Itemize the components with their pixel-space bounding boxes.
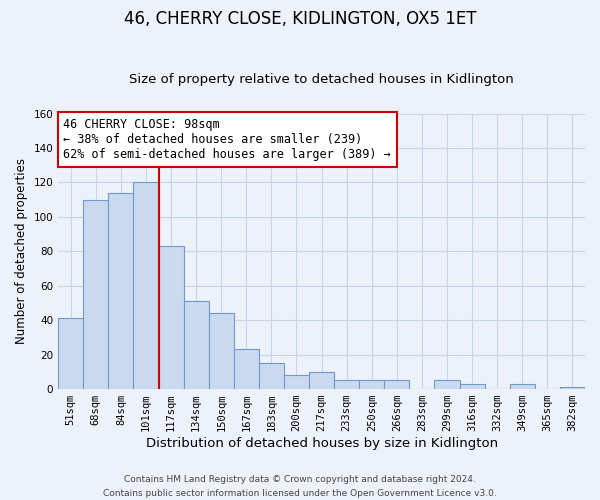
Text: 46 CHERRY CLOSE: 98sqm
← 38% of detached houses are smaller (239)
62% of semi-de: 46 CHERRY CLOSE: 98sqm ← 38% of detached… [64,118,391,160]
Bar [83,200,109,389]
Bar [510,384,535,389]
Bar [209,314,234,389]
Bar [234,350,259,389]
Bar [259,364,284,389]
Bar [460,384,485,389]
Title: Size of property relative to detached houses in Kidlington: Size of property relative to detached ho… [129,73,514,86]
Bar [334,380,359,389]
Bar [434,380,460,389]
Y-axis label: Number of detached properties: Number of detached properties [15,158,28,344]
Text: 46, CHERRY CLOSE, KIDLINGTON, OX5 1ET: 46, CHERRY CLOSE, KIDLINGTON, OX5 1ET [124,10,476,28]
Text: Contains HM Land Registry data © Crown copyright and database right 2024.
Contai: Contains HM Land Registry data © Crown c… [103,476,497,498]
Bar [133,182,158,389]
Bar [158,246,184,389]
Bar [58,318,83,389]
Bar [359,380,385,389]
Bar [184,302,209,389]
Bar [109,193,133,389]
X-axis label: Distribution of detached houses by size in Kidlington: Distribution of detached houses by size … [146,437,497,450]
Bar [284,376,309,389]
Bar [560,388,585,389]
Bar [309,372,334,389]
Bar [385,380,409,389]
